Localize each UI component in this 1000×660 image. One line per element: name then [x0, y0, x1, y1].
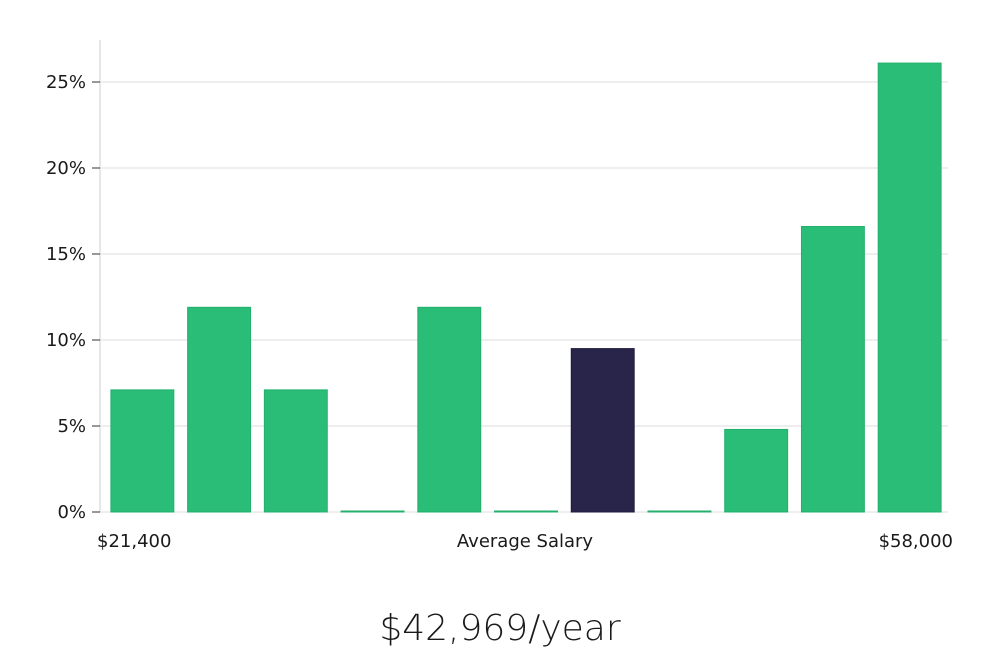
bar — [724, 428, 789, 513]
y-tick-label: 5% — [57, 416, 86, 437]
x-min-label: $21,400 — [97, 531, 171, 552]
bar — [877, 62, 942, 513]
bar — [187, 306, 252, 513]
average-salary-value: $42,969/year — [379, 608, 621, 649]
bar — [263, 389, 328, 513]
y-tick-label: 25% — [46, 72, 86, 93]
x-axis-title: Average Salary — [457, 531, 594, 552]
bar-average-salary — [570, 348, 635, 513]
bar — [494, 510, 558, 513]
y-tick-label: 20% — [46, 158, 86, 179]
x-max-label: $58,000 — [879, 531, 953, 552]
bar — [110, 389, 175, 513]
bar — [340, 510, 405, 513]
y-tick-label: 15% — [46, 244, 86, 265]
bar — [417, 306, 482, 513]
y-tick-label: 10% — [46, 330, 86, 351]
bar — [800, 225, 865, 513]
y-axis-ticks: 0% 5% 10% 15% 20% 25% — [46, 72, 100, 523]
bars — [110, 62, 942, 513]
bar — [647, 510, 712, 513]
y-tick-label: 0% — [57, 502, 86, 523]
salary-distribution-chart: 0%5%10%15%20%25% $21,400 Average Salary … — [46, 40, 953, 552]
